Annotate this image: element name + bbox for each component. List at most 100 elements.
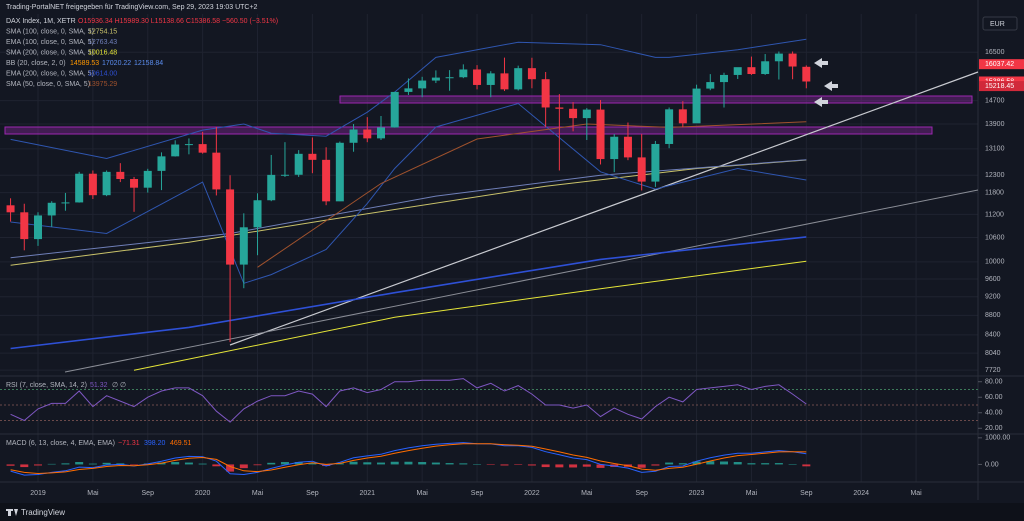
y-tick-label: 10000 bbox=[985, 259, 1005, 266]
indicator-line bbox=[10, 102, 807, 284]
x-tick-label: Mai bbox=[910, 490, 922, 497]
footer-bar bbox=[0, 503, 1024, 521]
candle-body bbox=[280, 174, 289, 176]
histogram-bar bbox=[20, 464, 29, 468]
candle-body bbox=[706, 82, 715, 89]
candle-body bbox=[6, 205, 15, 213]
histogram-bar bbox=[418, 462, 427, 465]
candle-body bbox=[500, 73, 509, 90]
histogram-bar bbox=[226, 464, 235, 472]
candle-body bbox=[20, 212, 29, 240]
candle-body bbox=[473, 69, 482, 85]
legend-value: 17020.22 bbox=[102, 60, 131, 67]
candle-body bbox=[431, 77, 440, 81]
histogram-bar bbox=[747, 463, 756, 465]
candle-body bbox=[143, 170, 152, 188]
candle-body bbox=[198, 144, 207, 153]
price-label: 15218.45 bbox=[985, 83, 1014, 90]
histogram-bar bbox=[720, 461, 728, 465]
candle-body bbox=[637, 157, 646, 182]
histogram-bar bbox=[788, 464, 797, 465]
candle-body bbox=[514, 68, 523, 90]
legend-name: SMA (200, close, 0, SMA, 5) bbox=[6, 49, 94, 56]
legend-value: 12158.84 bbox=[134, 60, 163, 67]
candle-body bbox=[555, 107, 564, 109]
signal-line bbox=[10, 443, 807, 475]
histogram-bar bbox=[377, 462, 385, 465]
y-tick-label: 8400 bbox=[985, 332, 1001, 339]
candle-body bbox=[322, 159, 331, 202]
candle-body bbox=[171, 144, 180, 157]
legend-name: EMA (100, close, 0, SMA, 5) bbox=[6, 39, 94, 46]
candle-body bbox=[802, 66, 811, 82]
candle-body bbox=[623, 136, 632, 158]
x-tick-label: 2019 bbox=[30, 490, 46, 497]
price-label: 16037.42 bbox=[985, 61, 1014, 68]
legend-value: 13975.29 bbox=[88, 81, 117, 88]
macd-line bbox=[10, 442, 807, 476]
histogram-bar bbox=[651, 464, 660, 466]
y-tick-label: 8040 bbox=[985, 350, 1001, 357]
histogram-bar bbox=[171, 462, 180, 465]
legend-value: 10614.00 bbox=[88, 70, 117, 77]
histogram-bar bbox=[459, 463, 468, 465]
histogram-bar bbox=[294, 462, 303, 465]
legend-extra: ∅ ∅ bbox=[112, 382, 126, 389]
histogram-bar bbox=[88, 463, 97, 465]
histogram-bar bbox=[761, 463, 770, 465]
arrow bbox=[814, 58, 828, 68]
candle-body bbox=[267, 174, 276, 201]
candle-body bbox=[363, 129, 372, 139]
candle-body bbox=[610, 136, 619, 160]
y-tick-label: 9600 bbox=[985, 276, 1001, 283]
y-tick-label: 13900 bbox=[985, 121, 1005, 128]
histogram-bar bbox=[569, 464, 578, 468]
y-tick-label: 16500 bbox=[985, 49, 1005, 56]
candle-body bbox=[774, 53, 783, 62]
x-tick-label: Sep bbox=[635, 490, 648, 497]
legend-value: 10016.48 bbox=[88, 49, 117, 56]
x-tick-label: 2020 bbox=[195, 490, 211, 497]
footer-logo bbox=[6, 509, 18, 516]
header: Trading-PortalNET freigegeben für Tradin… bbox=[6, 4, 258, 11]
candle-body bbox=[61, 202, 70, 204]
candle-body bbox=[445, 77, 454, 79]
y-tick-label: 40.00 bbox=[985, 410, 1003, 417]
currency: EUR bbox=[990, 21, 1005, 28]
rsi-line bbox=[10, 378, 807, 423]
candle-body bbox=[349, 129, 358, 143]
candle-body bbox=[418, 80, 427, 89]
candle-body bbox=[720, 74, 728, 83]
candle-body bbox=[212, 152, 221, 190]
legend-value: 12754.15 bbox=[88, 28, 117, 35]
indicator-line bbox=[133, 260, 807, 371]
drawings bbox=[4, 58, 979, 373]
candle-body bbox=[102, 171, 111, 196]
x-tick-label: Mai bbox=[252, 490, 264, 497]
x-tick-label: Sep bbox=[142, 490, 155, 497]
candle-body bbox=[582, 109, 591, 119]
candle-body bbox=[541, 79, 550, 108]
histogram-bar bbox=[253, 464, 262, 466]
legend-name: EMA (200, close, 0, SMA, 5) bbox=[6, 70, 94, 77]
legend-name: BB (20, close, 2, 0) bbox=[6, 60, 66, 67]
y-tick-label: 11200 bbox=[985, 211, 1004, 218]
candle-body bbox=[527, 68, 536, 80]
histogram-bar bbox=[541, 464, 550, 468]
legend-value: 51.32 bbox=[90, 382, 108, 389]
histogram-bar bbox=[431, 462, 440, 465]
x-tick-label: Sep bbox=[800, 490, 813, 497]
candle-body bbox=[761, 61, 770, 75]
histogram-bar bbox=[514, 464, 523, 465]
histogram-bar bbox=[116, 463, 125, 465]
y-tick-label: 60.00 bbox=[985, 394, 1003, 401]
histogram-bar bbox=[733, 462, 742, 465]
candle-body bbox=[404, 88, 413, 92]
price-label-box bbox=[979, 59, 1024, 70]
x-tick-label: 2022 bbox=[524, 490, 540, 497]
candle-body bbox=[651, 143, 660, 182]
x-tick-label: Mai bbox=[417, 490, 429, 497]
arrow bbox=[814, 97, 828, 107]
candle-body bbox=[294, 153, 303, 175]
price-label-box bbox=[979, 81, 1024, 92]
